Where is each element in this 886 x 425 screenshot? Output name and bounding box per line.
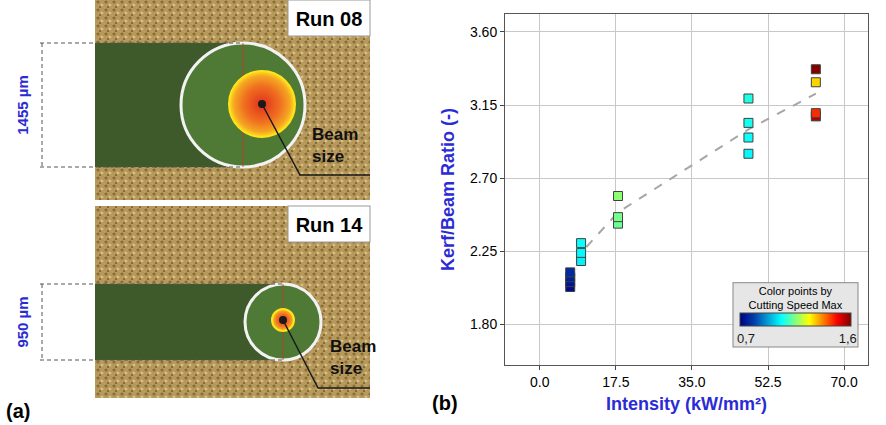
svg-text:(a): (a)	[6, 400, 30, 422]
svg-text:Beamsize: Beamsize	[330, 337, 376, 378]
svg-text:950 µm: 950 µm	[14, 296, 31, 347]
svg-text:0,7: 0,7	[737, 331, 755, 346]
svg-text:52.5: 52.5	[754, 374, 781, 390]
svg-text:2.70: 2.70	[470, 170, 497, 186]
svg-text:Intensity (kW/mm²): Intensity (kW/mm²)	[606, 394, 767, 414]
svg-text:3.60: 3.60	[470, 24, 497, 40]
svg-text:1.80: 1.80	[470, 316, 497, 332]
svg-text:70.0: 70.0	[830, 374, 857, 390]
svg-text:17.5: 17.5	[602, 374, 629, 390]
svg-text:Kerf/Beam Ratio (-): Kerf/Beam Ratio (-)	[438, 108, 458, 271]
svg-text:Run 08: Run 08	[296, 8, 363, 30]
svg-text:Run 14: Run 14	[296, 214, 364, 236]
svg-text:1455 µm: 1455 µm	[14, 75, 31, 135]
svg-text:3.15: 3.15	[470, 97, 497, 113]
html-text:(b): (b)	[432, 392, 458, 414]
svg-text:1,6: 1,6	[839, 331, 857, 346]
svg-text:35.0: 35.0	[678, 374, 705, 390]
svg-text:2.25: 2.25	[470, 243, 497, 259]
svg-text:Color points byCutting Speed M: Color points byCutting Speed Max	[749, 285, 843, 311]
svg-text:Beamsize: Beamsize	[312, 125, 358, 166]
svg-text:0.0: 0.0	[530, 374, 550, 390]
